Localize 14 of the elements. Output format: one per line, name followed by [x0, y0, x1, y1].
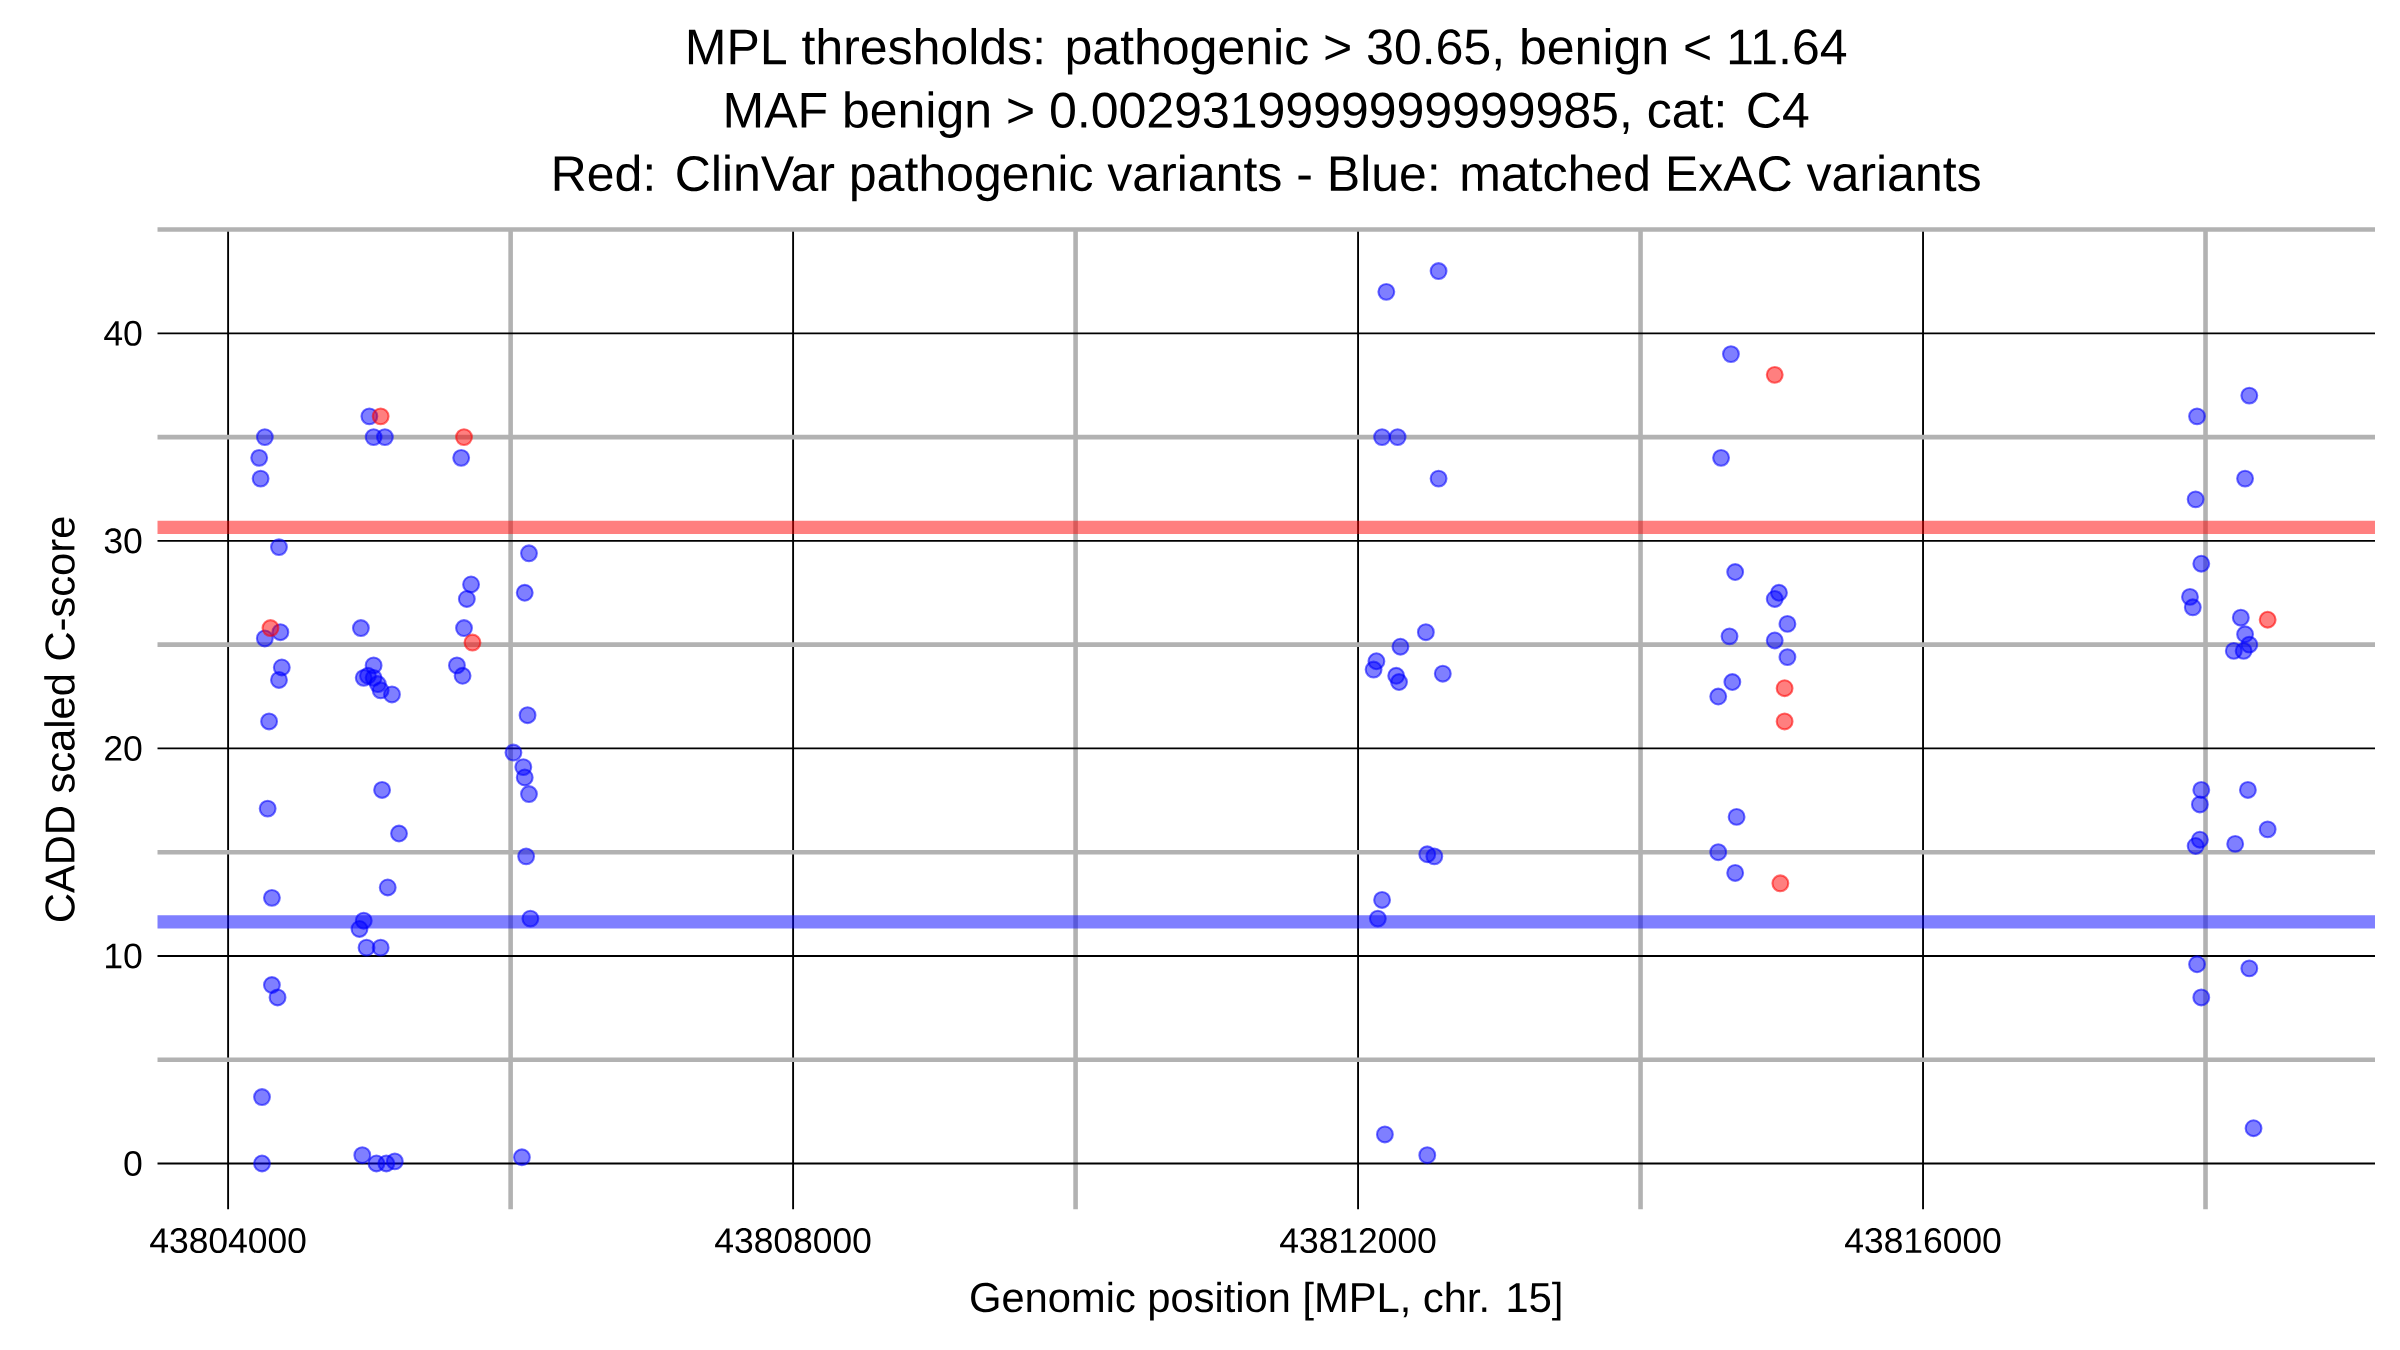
x-tick-label: 43812000: [1280, 1228, 1436, 1254]
y-axis-title: CADD scaled C-score: [44, 517, 75, 922]
x-tick-label: 43816000: [1845, 1228, 2001, 1254]
y-tick-label: 10: [106, 943, 142, 969]
y-tick-label: 40: [104, 320, 142, 346]
y-tick-label: 0: [124, 1150, 142, 1177]
x-tick-label: 43804000: [150, 1228, 306, 1254]
chart-title: MPL thresholds: pathogenic > 30.65, benign < 11.64: [688, 27, 1847, 75]
x-axis-title: Genomic position [MPL, chr. 15]: [971, 1281, 1561, 1321]
chart-subtitle: MAF benign > 0.0029319999999999985, cat: C4: [726, 91, 1809, 138]
x-tick-label: 43808000: [715, 1228, 871, 1254]
y-tick-label: 30: [104, 528, 142, 554]
text: Red: ClinVar pathogenic variants - Blue: matched ExAC variants: [554, 154, 1980, 202]
y-tick-label: 20: [105, 735, 142, 761]
